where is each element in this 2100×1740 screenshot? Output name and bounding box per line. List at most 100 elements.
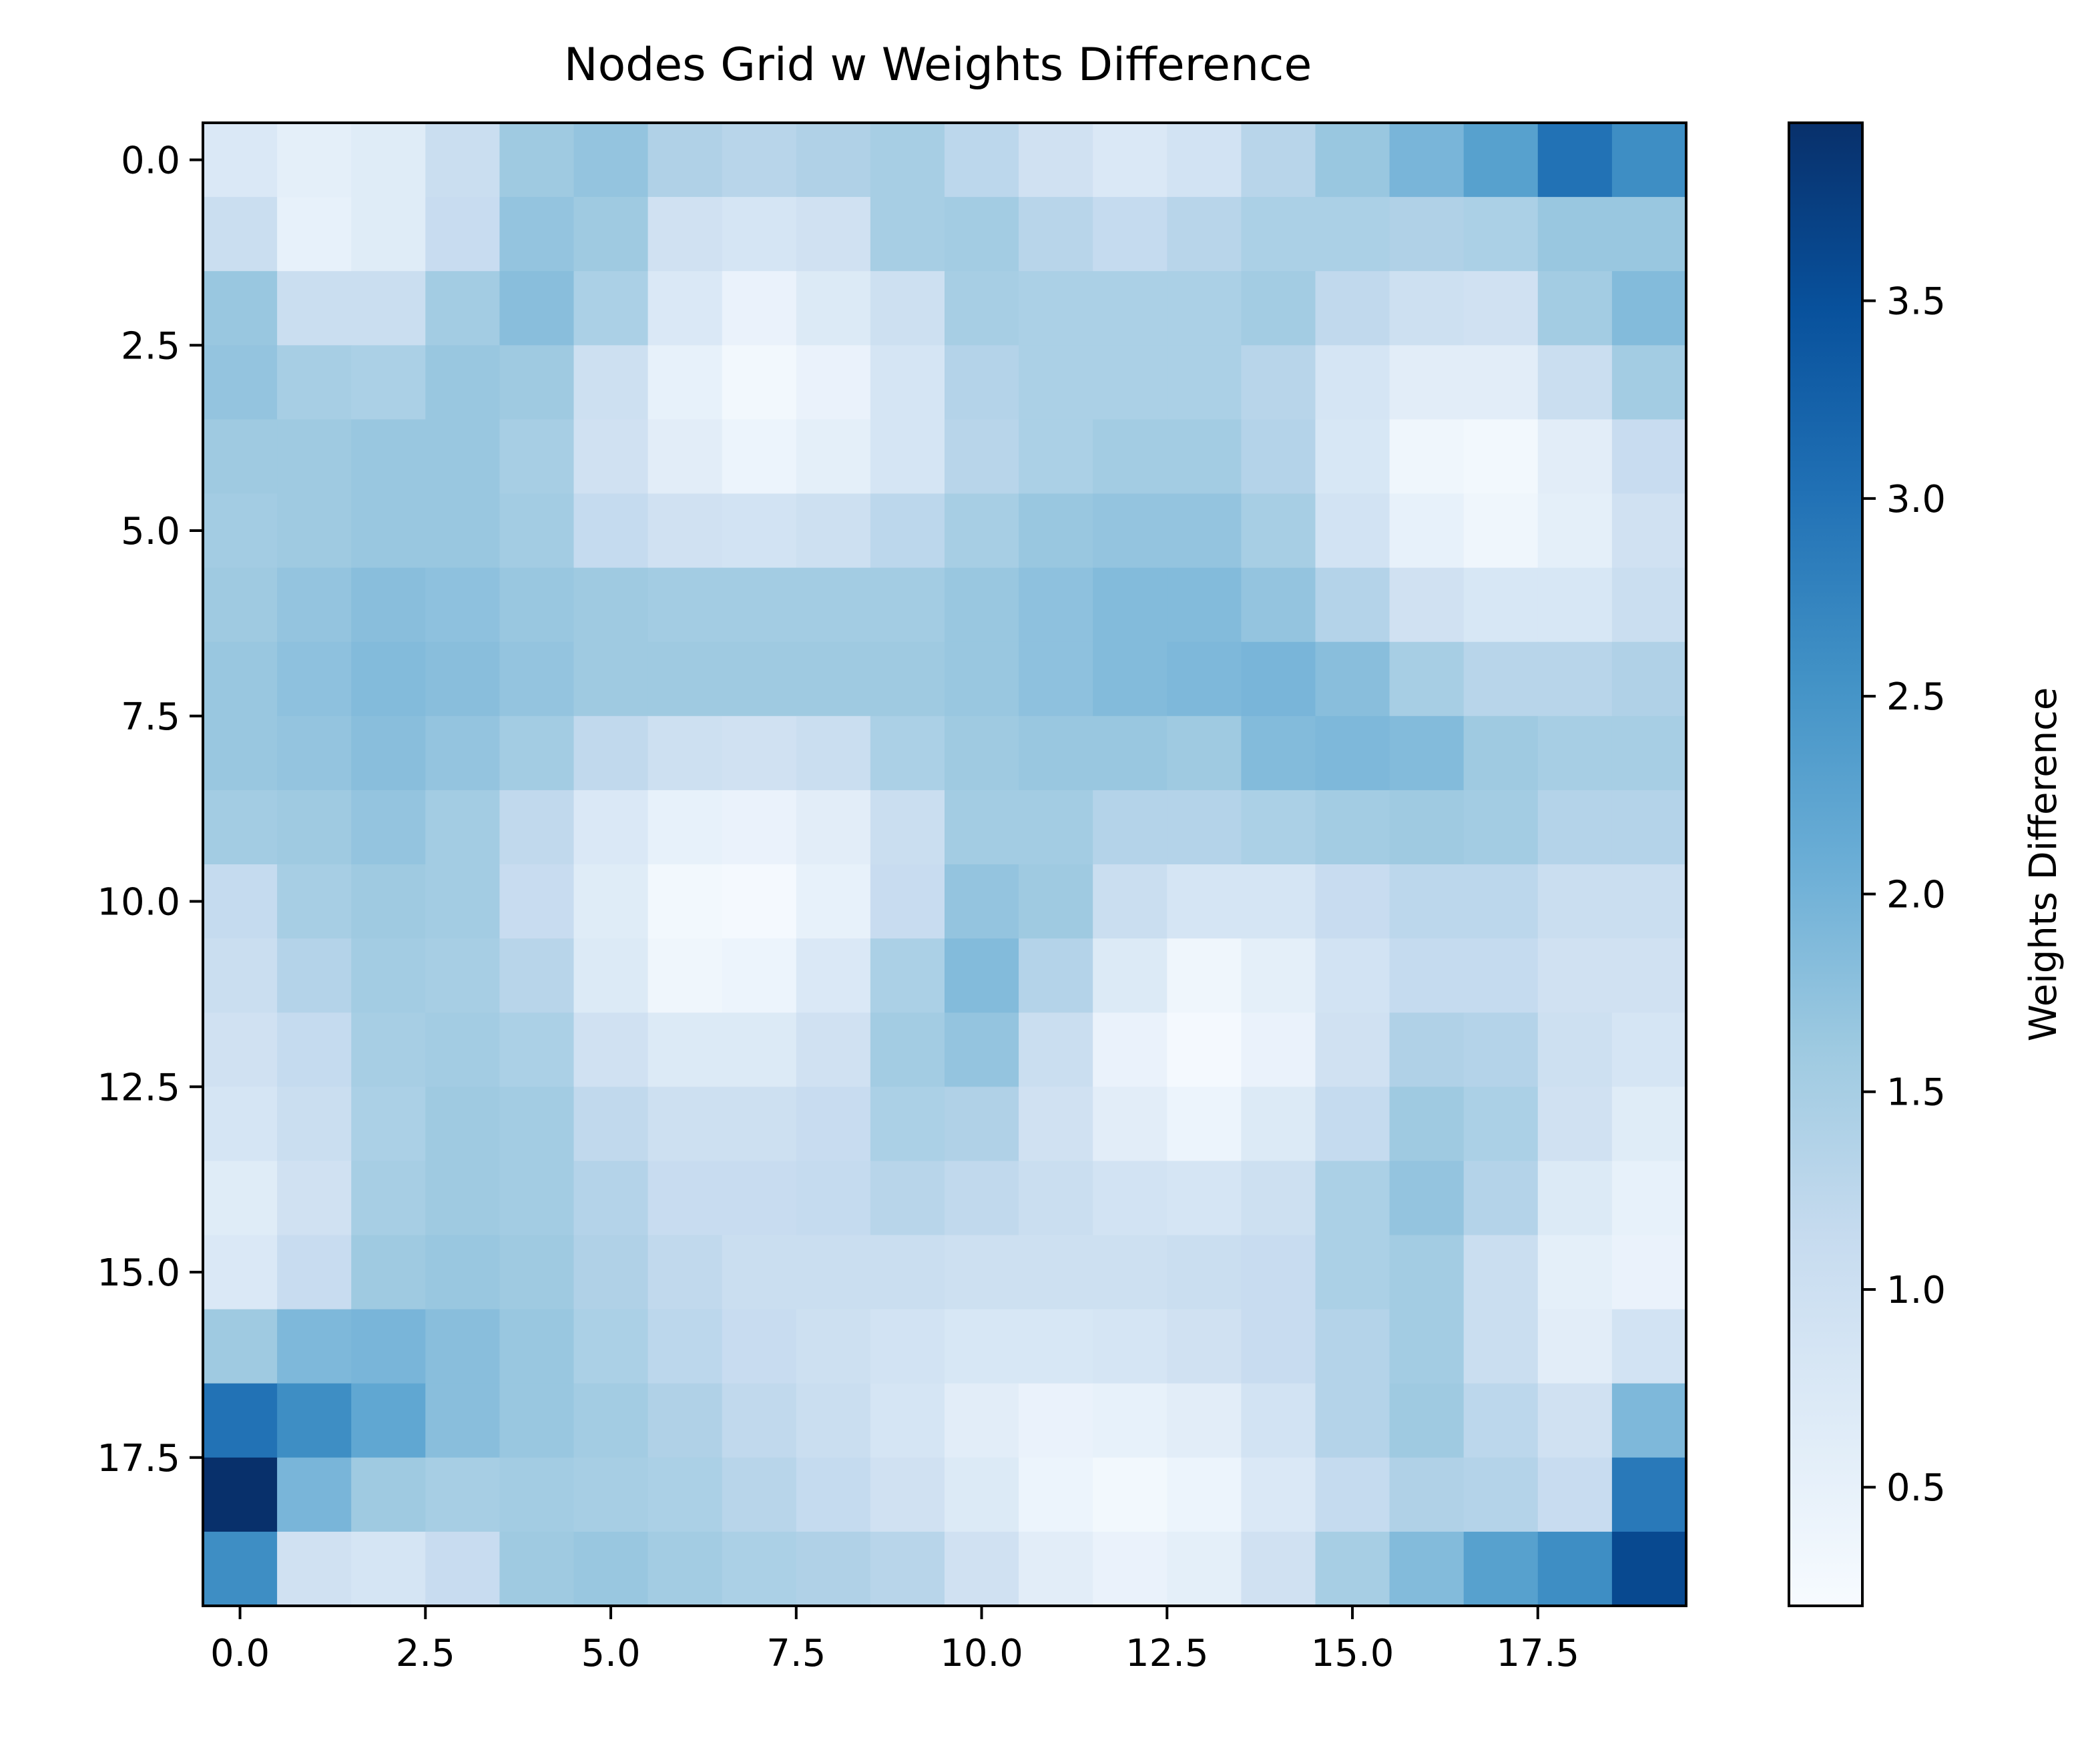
heatmap-cell-r17-c15	[1315, 1383, 1390, 1458]
heatmap-cell-r16-c12	[1093, 1309, 1167, 1384]
heatmap-cell-r5-c12	[1093, 493, 1167, 569]
heatmap-cell-r8-c7	[722, 715, 797, 791]
heatmap-cell-r10-c11	[1019, 864, 1093, 939]
heatmap-cell-r15-c1	[277, 1235, 352, 1310]
heatmap-cell-r14-c5	[573, 1161, 649, 1236]
y-tick-label: 12.5	[97, 1066, 180, 1109]
heatmap-cell-r15-c15	[1315, 1235, 1390, 1310]
plot-frame	[202, 121, 1687, 1607]
colorbar-tick-label: 2.5	[1886, 675, 1946, 719]
heatmap-cell-r1-c18	[1537, 197, 1613, 272]
heatmap-cell-r12-c3	[425, 1012, 500, 1087]
heatmap-cell-r12-c6	[647, 1012, 723, 1087]
heatmap-cell-r2-c18	[1537, 271, 1613, 346]
heatmap-cell-r3-c3	[425, 345, 500, 420]
heatmap-cell-r3-c4	[499, 345, 575, 420]
heatmap-cell-r15-c0	[203, 1235, 278, 1310]
heatmap-cell-r11-c19	[1611, 938, 1687, 1013]
heatmap-cell-r4-c19	[1611, 419, 1687, 495]
heatmap-cell-r17-c10	[945, 1383, 1019, 1458]
heatmap-cell-r8-c10	[945, 715, 1019, 791]
heatmap-cell-r19-c0	[203, 1531, 278, 1607]
heatmap-cell-r1-c3	[425, 197, 500, 272]
heatmap-cell-r11-c17	[1463, 938, 1539, 1013]
heatmap-cell-r15-c18	[1537, 1235, 1613, 1310]
heatmap-cell-r10-c14	[1241, 864, 1316, 939]
colorbar-tick-label: 1.0	[1886, 1269, 1946, 1312]
heatmap-cell-r0-c8	[796, 123, 871, 198]
heatmap-cell-r3-c15	[1315, 345, 1390, 420]
heatmap-cell-r5-c14	[1241, 493, 1316, 569]
heatmap-cell-r1-c19	[1611, 197, 1687, 272]
heatmap-cell-r17-c2	[351, 1383, 426, 1458]
heatmap-cell-r6-c13	[1167, 567, 1242, 643]
heatmap-cell-r13-c6	[647, 1087, 723, 1161]
heatmap-cell-r7-c0	[203, 641, 278, 717]
heatmap-cell-r9-c16	[1389, 790, 1465, 865]
heatmap-cell-r16-c19	[1611, 1309, 1687, 1384]
heatmap-cell-r17-c19	[1611, 1383, 1687, 1458]
heatmap-cell-r1-c5	[573, 197, 649, 272]
heatmap-cell-r13-c4	[499, 1087, 575, 1161]
heatmap-cell-r14-c18	[1537, 1161, 1613, 1236]
heatmap-cell-r16-c10	[945, 1309, 1019, 1384]
heatmap-cell-r13-c0	[203, 1087, 278, 1161]
heatmap-cell-r0-c5	[573, 123, 649, 198]
heatmap-cell-r6-c7	[722, 567, 797, 643]
heatmap-cell-r0-c16	[1389, 123, 1465, 198]
heatmap-cell-r18-c15	[1315, 1457, 1390, 1532]
heatmap-cell-r8-c8	[796, 715, 871, 791]
heatmap-cell-r9-c11	[1019, 790, 1093, 865]
heatmap-cell-r6-c8	[796, 567, 871, 643]
heatmap-cell-r14-c14	[1241, 1161, 1316, 1236]
heatmap-cell-r6-c11	[1019, 567, 1093, 643]
heatmap-cell-r9-c5	[573, 790, 649, 865]
heatmap-cell-r15-c9	[870, 1235, 945, 1310]
heatmap-cell-r4-c17	[1463, 419, 1539, 495]
heatmap-cell-r0-c7	[722, 123, 797, 198]
heatmap-cell-r8-c16	[1389, 715, 1465, 791]
heatmap-cell-r2-c12	[1093, 271, 1167, 346]
heatmap-cell-r12-c9	[870, 1012, 945, 1087]
heatmap-cell-r19-c10	[945, 1531, 1019, 1607]
heatmap-cell-r3-c17	[1463, 345, 1539, 420]
heatmap-cell-r10-c13	[1167, 864, 1242, 939]
heatmap-cell-r5-c4	[499, 493, 575, 569]
heatmap-cell-r12-c15	[1315, 1012, 1390, 1087]
heatmap-cell-r12-c16	[1389, 1012, 1465, 1087]
heatmap-cell-r10-c9	[870, 864, 945, 939]
heatmap-cell-r16-c14	[1241, 1309, 1316, 1384]
heatmap-cell-r5-c11	[1019, 493, 1093, 569]
heatmap-cell-r15-c12	[1093, 1235, 1167, 1310]
heatmap-cell-r12-c0	[203, 1012, 278, 1087]
heatmap-cell-r10-c1	[277, 864, 352, 939]
heatmap-cell-r16-c13	[1167, 1309, 1242, 1384]
heatmap-cell-r11-c16	[1389, 938, 1465, 1013]
heatmap-cell-r9-c7	[722, 790, 797, 865]
heatmap-cell-r15-c11	[1019, 1235, 1093, 1310]
heatmap-cell-r13-c15	[1315, 1087, 1390, 1161]
heatmap-cell-r10-c6	[647, 864, 723, 939]
heatmap-cell-r11-c4	[499, 938, 575, 1013]
heatmap-cell-r18-c1	[277, 1457, 352, 1532]
heatmap-cell-r17-c6	[647, 1383, 723, 1458]
heatmap-cell-r14-c4	[499, 1161, 575, 1236]
heatmap-cell-r14-c19	[1611, 1161, 1687, 1236]
y-tick-label: 10.0	[97, 881, 180, 924]
heatmap-cell-r3-c6	[647, 345, 723, 420]
heatmap-cell-r4-c15	[1315, 419, 1390, 495]
heatmap-cell-r5-c9	[870, 493, 945, 569]
heatmap-cell-r11-c7	[722, 938, 797, 1013]
heatmap-cell-r15-c13	[1167, 1235, 1242, 1310]
heatmap-cell-r0-c18	[1537, 123, 1613, 198]
heatmap-cell-r3-c9	[870, 345, 945, 420]
heatmap-cell-r17-c13	[1167, 1383, 1242, 1458]
heatmap-cell-r1-c1	[277, 197, 352, 272]
heatmap-cell-r2-c8	[796, 271, 871, 346]
heatmap-cell-r15-c19	[1611, 1235, 1687, 1310]
heatmap-cell-r7-c17	[1463, 641, 1539, 717]
heatmap-cell-r4-c16	[1389, 419, 1465, 495]
heatmap-cell-r0-c6	[647, 123, 723, 198]
heatmap-cell-r1-c0	[203, 197, 278, 272]
